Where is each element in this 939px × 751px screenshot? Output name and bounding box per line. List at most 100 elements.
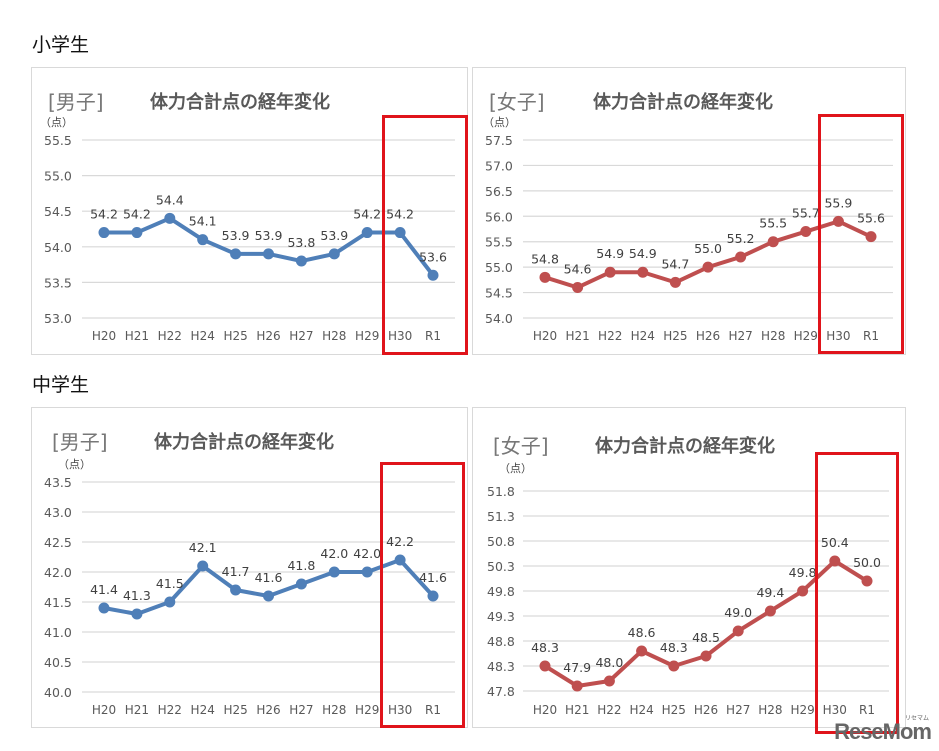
data-label: 42.1 [189,540,217,555]
y-tick-label: 54.0 [44,240,72,255]
x-tick-label: H30 [826,329,850,343]
chart-panel-junior-high-boys: [男子] 体力合計点の経年変化 （点） 40.0 40.5 41.0 41.5 42.0… [31,407,468,728]
y-tick-label: 40.0 [44,685,72,700]
data-label: 41.4 [90,582,118,597]
x-tick-label: H26 [256,703,280,717]
x-tick-label: R1 [425,329,441,343]
x-tick-label: H21 [565,329,589,343]
data-label: 42.2 [386,534,414,549]
x-tick-label: H26 [694,703,718,717]
data-point [735,251,747,263]
data-point [604,266,616,278]
data-label: 41.6 [419,570,447,585]
x-tick-label: R1 [863,329,879,343]
x-tick-label: H29 [794,329,818,343]
y-tick-label: 57.5 [485,133,513,148]
y-tick-label: 43.0 [44,505,72,520]
data-label: 55.6 [857,211,885,226]
data-point [394,227,406,239]
y-tick-label: 53.5 [44,275,72,290]
data-point [328,248,340,260]
data-point [797,585,809,597]
data-label: 50.4 [821,535,849,550]
y-tick-label: 55.5 [44,133,72,148]
data-point [131,608,143,620]
data-label: 53.9 [320,228,348,243]
y-tick-label: 55.0 [44,169,72,184]
data-label: 54.9 [596,246,624,261]
resemom-logo: ReseMom リセマム [834,716,932,745]
line-chart: 47.8 48.3 48.8 49.3 49.8 50.3 50.8 51.3 51.8 H20 H… [487,484,889,717]
data-point [361,227,373,239]
data-point [394,554,406,566]
data-point [865,231,877,243]
y-tick-label: 56.0 [485,209,513,224]
data-label: 41.8 [287,558,315,573]
x-tick-label: H29 [355,703,379,717]
x-tick-label: H22 [598,329,622,343]
data-point [328,566,340,578]
data-point [603,675,615,687]
x-tick-label: H24 [191,329,215,343]
x-tick-label: H30 [823,703,847,717]
x-tick-label: H22 [597,703,621,717]
data-point [669,276,681,288]
chart-title: 体力合計点の経年変化 [150,92,330,113]
y-tick-label: 54.5 [44,204,72,219]
highlight-box [380,462,465,728]
x-tick-label: R1 [425,703,441,717]
x-tick-label: H28 [758,703,782,717]
x-tick-label: H20 [92,703,116,717]
y-tick-label: 51.8 [487,484,515,499]
data-label: 54.2 [123,207,151,222]
unit-label: （点） [58,458,91,471]
data-label: 49.4 [756,585,784,600]
data-point [668,660,680,672]
data-label: 49.0 [724,605,752,620]
data-label: 48.5 [692,630,720,645]
y-tick-label: 42.5 [44,535,72,550]
data-point [263,590,274,602]
x-tick-label: H25 [663,329,687,343]
data-label: 50.0 [853,555,881,570]
data-point [764,605,776,617]
data-label: 41.3 [123,588,151,603]
data-label: 55.2 [727,231,755,246]
y-tick-label: 42.0 [44,565,72,580]
x-tick-label: H28 [761,329,785,343]
data-point [361,566,373,578]
section-title-junior-high: 中学生 [32,374,90,396]
data-label: 54.2 [353,207,381,222]
data-point [637,266,649,278]
y-tick-label: 56.5 [485,184,513,199]
x-tick-label: H27 [728,329,752,343]
y-tick-label: 41.5 [44,595,72,610]
line-chart: 54.0 54.5 55.0 55.5 56.0 56.5 57.0 57.5 H20 H21 H2… [485,133,893,343]
x-tick-label: H22 [158,329,182,343]
data-label: 54.1 [189,214,217,229]
data-label: 53.6 [419,249,447,264]
data-point [572,281,584,293]
chart-panel-junior-high-girls: [女子] 体力合計点の経年変化 （点） 47.8 48.3 48.8 49.3 49.8… [472,407,906,734]
data-point [539,271,551,283]
x-tick-label: H25 [223,703,247,717]
data-label: 55.7 [792,206,820,221]
x-tick-label: H25 [223,329,247,343]
data-label: 42.0 [320,546,348,561]
logo-text: ReseMom [834,719,932,744]
x-tick-label: H25 [662,703,686,717]
y-tick-label: 50.8 [487,534,515,549]
data-point [800,226,812,238]
data-point [295,255,307,267]
y-tick-label: 53.0 [44,311,72,326]
data-label: 54.7 [661,256,689,271]
data-label: 41.7 [222,564,250,579]
chart-panel-elementary-boys: [男子] 体力合計点の経年変化 （点） 53.0 53.5 54.0 54.5 55.0… [31,67,468,355]
y-tick-label: 41.0 [44,625,72,640]
data-label: 54.8 [531,251,559,266]
data-point [427,269,439,281]
data-label: 53.9 [255,228,283,243]
x-tick-label: H20 [533,329,557,343]
data-label: 54.6 [564,261,592,276]
y-tick-label: 47.8 [487,684,515,699]
